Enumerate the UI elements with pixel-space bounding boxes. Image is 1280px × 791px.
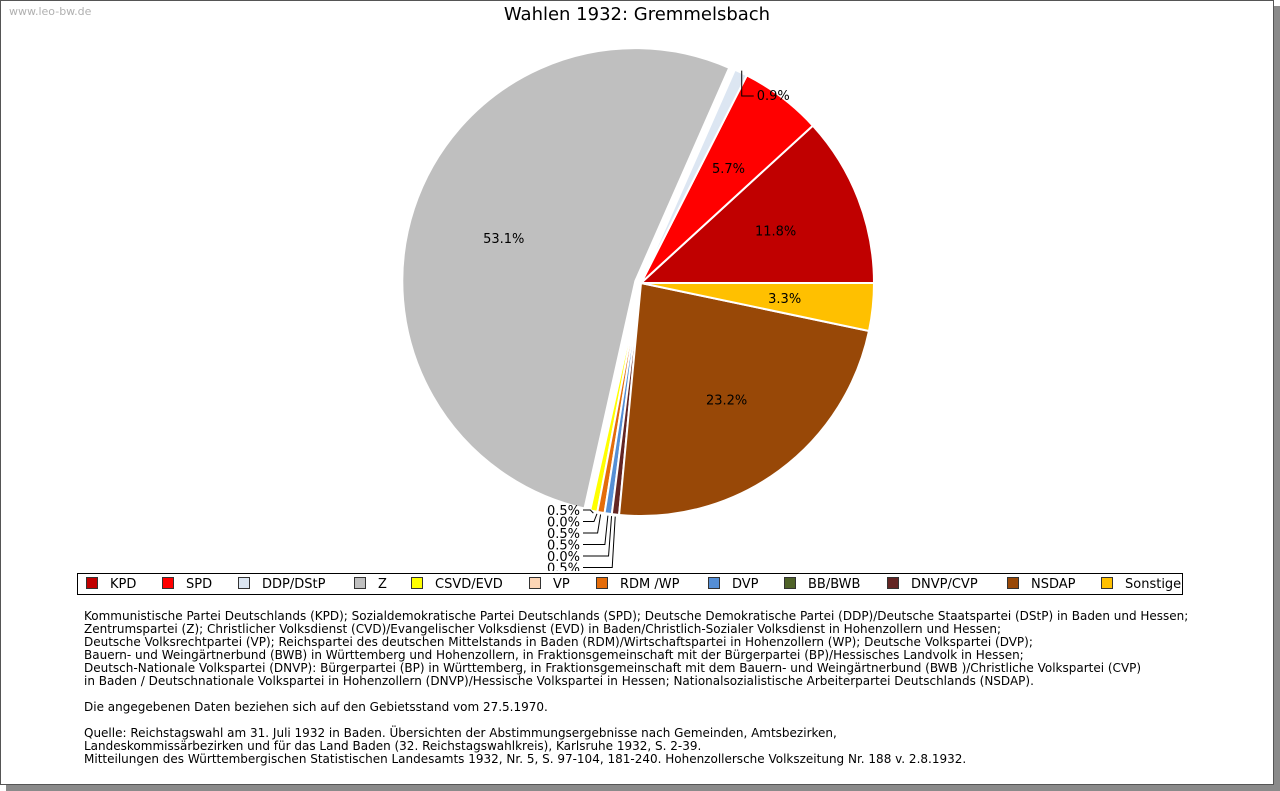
data-label-vp: 0.0% (547, 516, 580, 531)
legend-item-rdm-wp: RDM /WP (596, 577, 679, 592)
legend-label-csvd-evd: CSVD/EVD (435, 577, 503, 592)
legend: KPD SPD DDP/DStP Z CSVD/EVD VP RDM /WP DVP BB/BW… (77, 573, 1183, 595)
legend-label-bb-bwb: BB/BWB (808, 577, 861, 592)
legend-item-sonstige: Sonstige (1101, 577, 1181, 592)
footnote-territory: Die angegebenen Daten beziehen sich auf … (84, 700, 548, 714)
footnote-source: Quelle: Reichstagswahl am 31. Juli 1932 … (84, 726, 967, 766)
legend-swatch-dvp (708, 577, 720, 589)
leader-line-bb-bwb (583, 516, 613, 557)
data-label-kpd: 11.8% (755, 225, 796, 240)
data-label-sonstige: 3.3% (768, 292, 801, 307)
legend-item-bb-bwb: BB/BWB (784, 577, 860, 592)
legend-swatch-ddp-dstp (238, 577, 250, 589)
leader-line-ddp-dstp (741, 70, 754, 97)
pie-chart: 11.8%5.7%0.9%53.1%23.2%3.3%0.5%0.0%0.5%0… (401, 47, 876, 572)
pie-slice-z (401, 47, 731, 510)
pie-slice-sonstige (640, 282, 876, 333)
data-label-ddp-dstp: 0.9% (757, 89, 790, 104)
legend-label-dvp: DVP (732, 577, 759, 592)
legend-swatch-vp (529, 577, 541, 589)
legend-item-dnvp-cvp: DNVP/CVP (887, 577, 978, 592)
watermark: www.leo-bw.de (9, 5, 92, 18)
legend-item-nsdap: NSDAP (1007, 577, 1076, 592)
legend-swatch-csvd-evd (411, 577, 423, 589)
data-label-bb-bwb: 0.0% (547, 550, 580, 565)
legend-item-csvd-evd: CSVD/EVD (411, 577, 503, 592)
legend-swatch-bb-bwb (784, 577, 796, 589)
footnote-party-names: Kommunistische Partei Deutschlands (KPD)… (84, 609, 1189, 688)
data-label-nsdap: 23.2% (706, 393, 747, 408)
legend-item-z: Z (354, 577, 387, 592)
legend-swatch-nsdap (1007, 577, 1019, 589)
legend-swatch-z (354, 577, 366, 589)
data-label-csvd-evd: 0.5% (547, 504, 580, 519)
legend-swatch-sonstige (1101, 577, 1113, 589)
data-label-dnvp-cvp: 0.5% (547, 562, 580, 572)
legend-label-kpd: KPD (110, 577, 137, 592)
legend-label-sonstige: Sonstige (1125, 577, 1182, 592)
legend-label-spd: SPD (186, 577, 213, 592)
data-label-rdm-wp: 0.5% (547, 527, 580, 542)
legend-swatch-dnvp-cvp (887, 577, 899, 589)
data-label-spd: 5.7% (712, 162, 745, 177)
legend-swatch-kpd (86, 577, 98, 589)
legend-item-vp: VP (529, 577, 570, 592)
leader-line-rdm-wp (583, 514, 602, 534)
legend-label-rdm-wp: RDM /WP (620, 577, 680, 592)
legend-label-nsdap: NSDAP (1031, 577, 1076, 592)
pie-slice-nsdap (617, 281, 871, 517)
legend-label-vp: VP (553, 577, 570, 592)
chart-title: Wahlen 1932: Gremmelsbach (503, 4, 771, 25)
footnotes: Kommunistische Partei Deutschlands (KPD)… (84, 610, 1234, 779)
pie-slice-ddp-dstp (640, 68, 749, 284)
data-label-z: 53.1% (483, 232, 524, 247)
legend-item-ddp-dstp: DDP/DStP (238, 577, 325, 592)
legend-item-dvp: DVP (708, 577, 759, 592)
leader-line-dvp (583, 515, 609, 545)
legend-swatch-spd (162, 577, 174, 589)
legend-item-spd: SPD (162, 577, 212, 592)
leader-line-csvd-evd (583, 509, 594, 514)
legend-label-ddp-dstp: DDP/DStP (262, 577, 326, 592)
data-label-dvp: 0.5% (547, 539, 580, 554)
leader-line-dnvp-cvp (583, 516, 616, 568)
legend-label-dnvp-cvp: DNVP/CVP (911, 577, 978, 592)
legend-label-z: Z (378, 577, 387, 592)
pie-slice-kpd (638, 124, 876, 284)
leader-line-vp (583, 513, 598, 522)
legend-swatch-rdm-wp (596, 577, 608, 589)
legend-item-kpd: KPD (86, 577, 136, 592)
